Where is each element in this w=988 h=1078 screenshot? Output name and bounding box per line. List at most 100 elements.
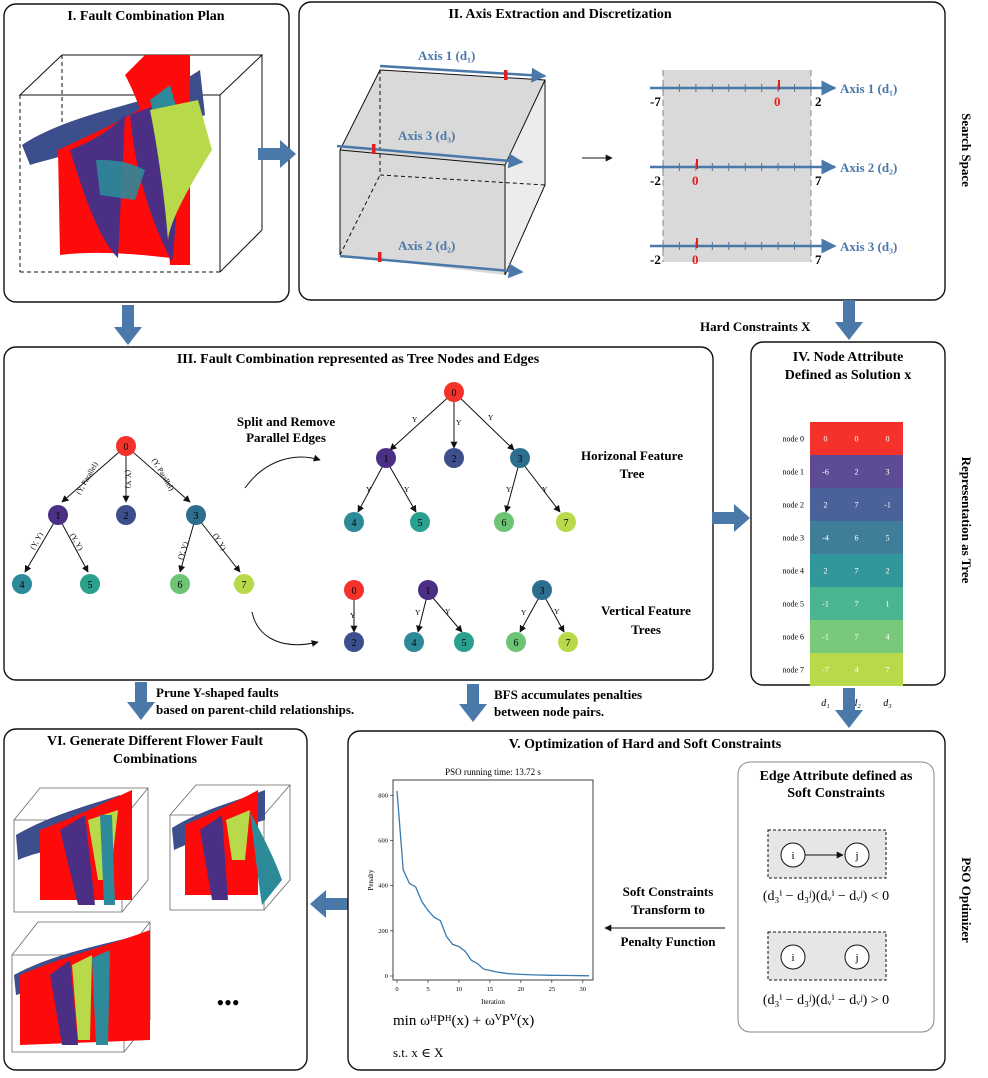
axis-2-line — [650, 159, 837, 175]
table-cell: 0 — [855, 435, 859, 444]
panel-6-title-1: VI. Generate Different Flower Fault — [47, 734, 263, 749]
row-label: node 6 — [782, 633, 804, 642]
discretized-axes: -7 0 2 -2 0 7 -2 0 7 Axis 1 (d₁) Axis 2 … — [650, 70, 897, 267]
table-cell: -1 — [822, 600, 829, 609]
axis-3-zero: 0 — [692, 252, 699, 267]
chart-ticks: 0 5 10 15 20 25 30 0 200 400 600 800 — [378, 792, 586, 993]
soft-formula-2: (d₃ⁱ − d₃ʲ)(dᵥⁱ − dᵥʲ) > 0 — [763, 993, 889, 1008]
bfs-label-2: between node pairs. — [494, 704, 604, 719]
table-cell: 4 — [886, 633, 890, 642]
table-row — [810, 620, 903, 653]
axis-3-min: -2 — [650, 252, 661, 267]
side-label-pso: PSO Optimizer — [959, 857, 974, 943]
table-cell: 0 — [824, 435, 828, 444]
column-header: d₃ — [883, 698, 892, 709]
x-tick-label: 10 — [456, 986, 463, 993]
soft-formula-1: (d₃ⁱ − d₃ʲ)(dᵥⁱ − dᵥʲ) < 0 — [763, 889, 889, 904]
table-cell: 7 — [855, 501, 859, 510]
row-label: node 5 — [782, 600, 804, 609]
axis-1-min: -7 — [650, 94, 661, 109]
objective-line-2: s.t. x ∈ X — [393, 1045, 444, 1060]
table-cell: -6 — [822, 468, 829, 477]
v-node-7: 7 — [566, 638, 571, 649]
table-row — [810, 554, 903, 587]
prune-label-1: Prune Y-shaped faults — [156, 685, 279, 700]
node-3: 3 — [194, 511, 199, 522]
axis-1-line — [650, 80, 837, 96]
v-node-4: 4 — [412, 638, 417, 649]
x-tick-label: 30 — [580, 986, 587, 993]
row-label: node 0 — [782, 435, 804, 444]
axis-3-label-3d: Axis 3 (d₃) — [398, 128, 455, 143]
axis-3-max: 7 — [815, 252, 822, 267]
row-label: node 1 — [782, 468, 804, 477]
table-cell: 4 — [855, 666, 859, 675]
chart-ylabel: Penalty — [367, 869, 375, 890]
chart-xlabel: Iteration — [481, 998, 505, 1006]
node-7: 7 — [242, 580, 247, 591]
combination-preview-1 — [13, 787, 149, 913]
node-i-1: i — [791, 850, 794, 862]
table-cell: -1 — [884, 501, 891, 510]
panel-optimization: V. Optimization of Hard and Soft Constra… — [347, 730, 946, 1071]
axis-1-label: Axis 1 (d₁) — [840, 81, 897, 96]
v-node-6: 6 — [514, 638, 519, 649]
edge-y-h5: Y — [404, 485, 410, 494]
table-cell: 7 — [855, 567, 859, 576]
node-0: 0 — [124, 442, 129, 453]
table-row — [810, 521, 903, 554]
horizontal-tree-label-2: Tree — [620, 466, 645, 481]
hard-constraints-label: Hard Constraints X — [700, 319, 811, 334]
v-node-0: 0 — [352, 586, 357, 597]
node-1: 1 — [56, 511, 61, 522]
side-label-representation: Representation as Tree — [959, 457, 974, 584]
axis-3-label: Axis 3 (d₃) — [840, 239, 897, 254]
table-cell: 7 — [855, 600, 859, 609]
node-4: 4 — [20, 580, 25, 591]
split-label-2: Parallel Edges — [246, 430, 326, 445]
soft-box-title-2: Soft Constraints — [787, 786, 885, 801]
panel-5-title: V. Optimization of Hard and Soft Constra… — [509, 737, 782, 752]
soft-transform-2: Transform to — [631, 902, 705, 917]
x-tick-label: 0 — [395, 986, 398, 993]
vertical-feature-trees: Y Y Y Y Y 0 2 1 4 5 3 6 7 Vertical Featu… — [344, 580, 691, 652]
x-tick-label: 5 — [426, 986, 429, 993]
table-cell: 2 — [855, 468, 859, 477]
horizontal-feature-tree: Y Y Y Y Y Y Y 0 1 2 3 4 5 6 7 Horizonal … — [344, 382, 683, 532]
fault-cube-illustration — [18, 54, 264, 273]
x-tick-label: 15 — [487, 986, 494, 993]
edge-y-h4: Y — [366, 485, 372, 494]
panel-generate-combinations: VI. Generate Different Flower Fault Comb… — [3, 728, 308, 1071]
row-label: node 4 — [782, 567, 804, 576]
table-row — [810, 653, 903, 686]
more-ellipsis: ••• — [216, 990, 239, 1015]
vertical-tree-label-1: Vertical Feature — [601, 603, 691, 618]
table-cell: 3 — [886, 468, 890, 477]
v-node-1: 1 — [426, 586, 431, 597]
edge-y-v3: Y — [445, 607, 451, 616]
panel-6-title-2: Combinations — [113, 752, 198, 767]
axis-1-max: 2 — [815, 94, 822, 109]
arrow-p2-to-p4 — [835, 300, 863, 340]
table-cell: 5 — [886, 534, 890, 543]
edge-y-v4: Y — [521, 608, 527, 617]
column-header: d₂ — [852, 698, 861, 709]
arrow-p3-to-p5 — [459, 684, 487, 722]
h-node-1: 1 — [384, 454, 389, 465]
objective-line-1: min ωᴴPᴴ(x) + ωⱽPⱽ(x) — [393, 1013, 534, 1029]
edge-y-h1: Y — [412, 415, 418, 424]
edge-y-h2: Y — [456, 418, 462, 427]
edge-y-h6: Y — [506, 485, 512, 494]
panel-node-attribute: IV. Node Attribute Defined as Solution x… — [750, 341, 946, 709]
x-tick-label: 20 — [518, 986, 525, 993]
table-cell: 7 — [855, 633, 859, 642]
axis-2-min: -2 — [650, 173, 661, 188]
table-cell: 6 — [855, 534, 859, 543]
table-row — [810, 488, 903, 521]
node-j-1: j — [854, 850, 858, 862]
node-i-2: i — [791, 952, 794, 964]
axis-2-max: 7 — [815, 173, 822, 188]
panel-tree-nodes-edges: III. Fault Combination represented as Tr… — [3, 346, 714, 681]
edge-y-v1: Y — [350, 611, 356, 620]
